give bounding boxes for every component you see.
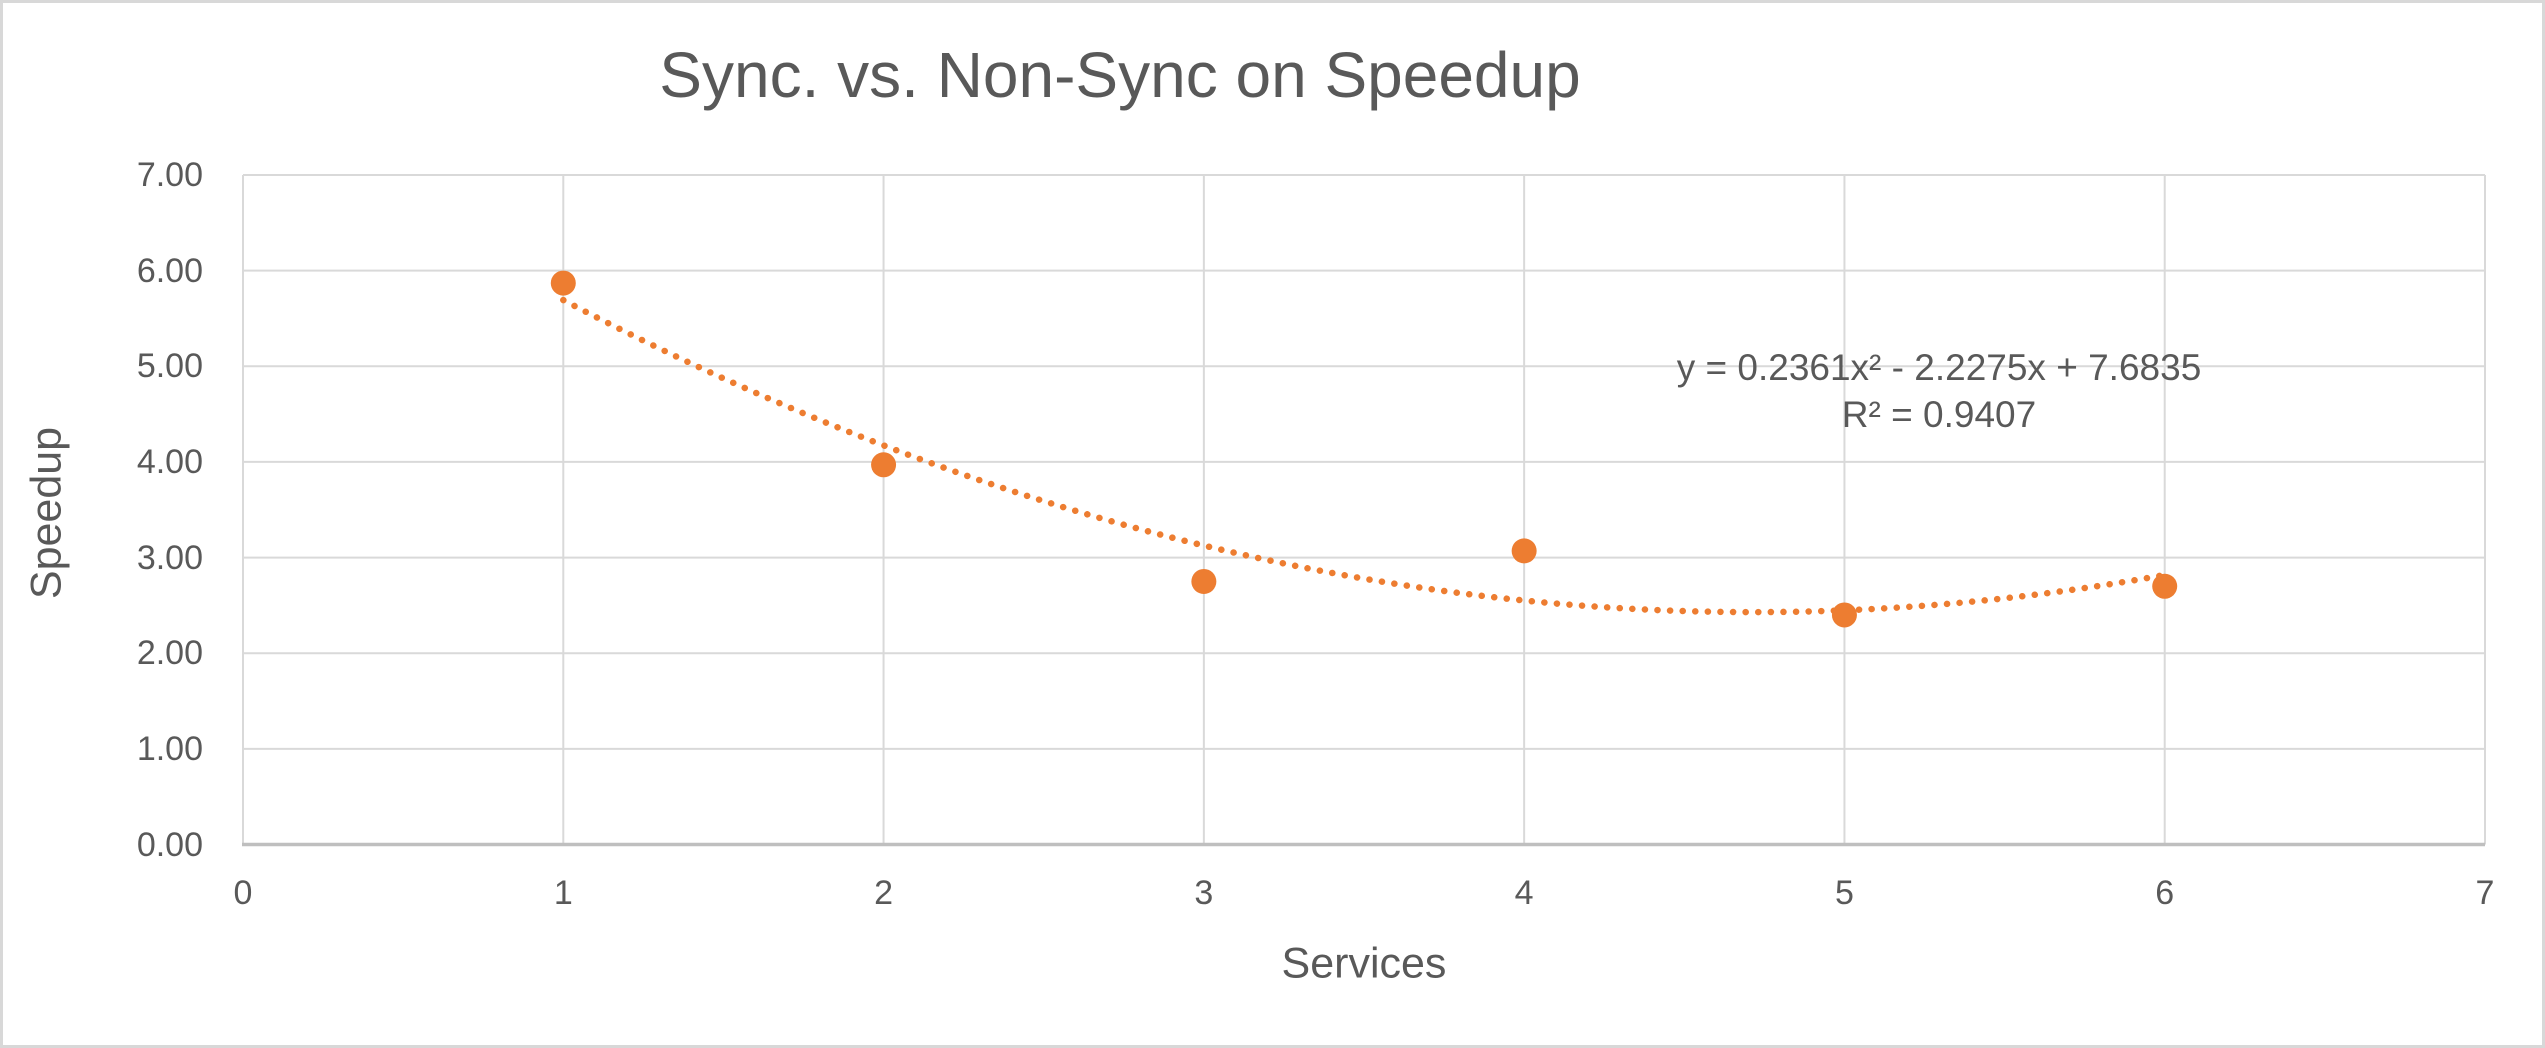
trendline-r-squared: R² = 0.9407: [1841, 394, 2037, 435]
y-axis-title: Speedup: [22, 426, 71, 600]
data-point-marker: [1831, 602, 1857, 628]
trendline-equation: y = 0.2361x² - 2.2275x + 7.6835: [1676, 347, 2202, 388]
x-tick-label: 1: [553, 874, 573, 912]
y-tick-label: 4.00: [136, 442, 203, 481]
y-tick-label: 7.00: [136, 156, 203, 194]
y-tick-label: 3.00: [136, 538, 203, 577]
data-point-marker: [1511, 538, 1537, 564]
x-tick-label: 0: [233, 874, 253, 912]
x-tick-label: 5: [1834, 874, 1854, 912]
data-point-marker: [550, 270, 576, 296]
y-tick-label: 2.00: [136, 634, 203, 673]
trendline-label: y = 0.2361x² - 2.2275x + 7.6835 R² = 0.9…: [1677, 344, 2202, 438]
y-tick-label: 1.00: [136, 729, 203, 768]
data-point-marker: [1191, 568, 1217, 594]
x-tick-label: 6: [2155, 874, 2175, 912]
x-tick-label: 4: [1514, 874, 1534, 912]
x-tick-label: 3: [1194, 874, 1214, 912]
y-tick-label: 6.00: [136, 251, 203, 290]
data-point-marker: [2152, 573, 2178, 599]
plot-area: [242, 174, 2486, 847]
trendline-dotted-curve: [560, 296, 2168, 616]
chart-title: Sync. vs. Non-Sync on Speedup: [659, 39, 1581, 111]
x-tick-label: 2: [874, 874, 894, 912]
y-tick-label: 0.00: [136, 825, 203, 864]
x-tick-label: 7: [2475, 874, 2495, 912]
y-tick-label: 5.00: [136, 347, 203, 386]
x-axis-title: Services: [1281, 939, 1447, 988]
data-point-marker: [871, 452, 897, 478]
